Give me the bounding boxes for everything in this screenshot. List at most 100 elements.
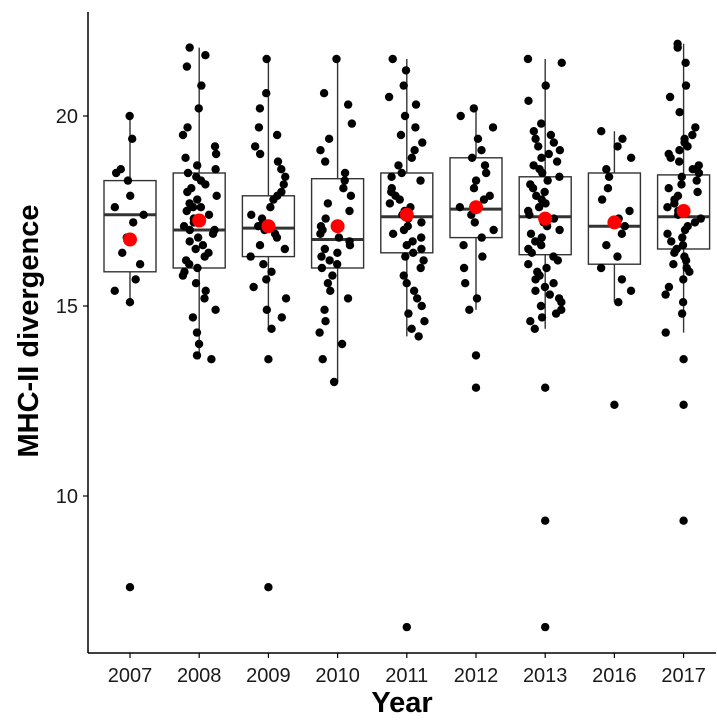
data-point [420,317,429,326]
data-point [531,134,540,143]
data-point [537,153,546,162]
data-point [183,168,193,178]
data-point [185,225,194,235]
data-point [661,290,670,299]
data-point [401,252,410,261]
data-point [663,229,672,238]
x-tick-label-2011: 2011 [385,665,428,687]
data-point [603,184,613,193]
data-point [277,313,287,322]
data-point [264,583,273,592]
data-point [185,237,194,246]
data-point [332,260,342,269]
data-point [416,263,425,273]
x-tick-label-2012: 2012 [454,665,499,687]
data-point [267,324,276,333]
data-point [323,279,333,288]
data-point [320,244,330,254]
data-point [527,248,536,257]
data-point [537,119,546,128]
data-point [323,199,333,208]
data-point [555,146,565,155]
data-point [549,138,559,147]
data-point [481,168,491,178]
data-point [329,377,339,387]
data-point [125,111,134,121]
data-point [673,43,682,52]
data-point [317,263,327,273]
data-point [384,92,394,102]
data-point [417,244,426,254]
data-point [266,203,275,212]
data-point [681,256,691,265]
data-point [118,248,127,257]
data-point [401,66,411,75]
x-tick-label-2007: 2007 [108,665,153,687]
data-point [692,176,701,185]
data-point [685,267,694,276]
data-point [194,104,203,113]
data-point [410,146,419,155]
means-layer [123,200,691,247]
data-point [602,165,611,174]
data-point [610,400,619,409]
data-point [409,248,418,257]
data-point [473,134,483,143]
data-point [541,199,550,208]
data-point [670,248,679,257]
data-point [531,275,540,284]
y-tick-label-20: 20 [56,106,78,128]
data-point [182,206,191,216]
data-point [267,267,276,276]
data-point [597,127,606,136]
data-point [688,130,697,140]
data-point [316,229,325,238]
y-axis-title: MHC-II divergence [13,205,45,458]
data-point [281,172,290,181]
data-point [139,210,148,219]
data-point [694,168,704,178]
data-point [402,622,411,632]
data-point [459,241,468,250]
data-point [183,187,192,197]
data-point [541,516,550,525]
data-point [125,298,135,307]
data-point [471,351,481,360]
data-point [211,165,220,174]
data-point [262,54,271,64]
data-point [670,199,679,208]
data-point [677,172,686,181]
data-point [272,233,282,242]
data-point [343,100,353,109]
data-point [693,187,702,197]
data-point [339,184,348,193]
data-point [530,324,539,333]
data-point [480,161,490,170]
mean-point-2016 [607,215,622,230]
data-point [317,252,326,261]
x-tick-label-2008: 2008 [177,665,222,687]
data-point [549,279,558,288]
data-point [207,355,216,364]
data-point [193,233,203,242]
data-point [665,92,675,102]
data-point [320,157,330,166]
data-point [688,165,697,174]
data-point [412,294,422,303]
data-point [407,153,417,162]
data-point [533,142,543,151]
data-point [110,203,120,212]
data-point [127,134,137,143]
data-point [524,260,533,269]
data-point [613,252,622,261]
data-point [664,282,674,292]
data-point [679,516,688,525]
data-point [182,62,192,71]
data-point [281,294,291,303]
data-point [328,271,337,280]
data-point [178,271,188,280]
data-point [694,161,704,170]
data-point [253,222,263,231]
data-point [545,290,555,299]
data-point [681,58,690,67]
